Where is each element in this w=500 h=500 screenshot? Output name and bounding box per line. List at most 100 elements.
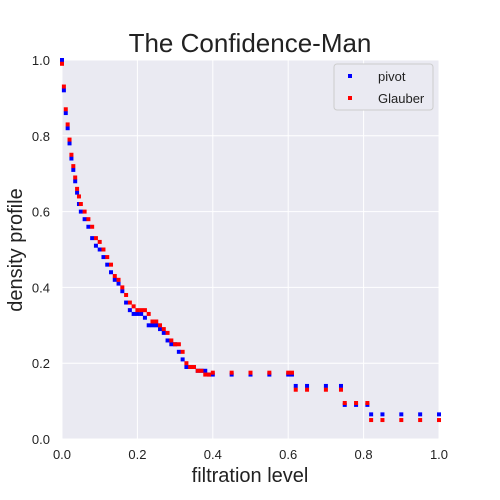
data-point-pivot: [127, 308, 132, 313]
y-tick-label: 0.8: [32, 129, 50, 144]
legend-label-pivot: pivot: [378, 69, 406, 84]
data-point-glauber: [116, 277, 121, 282]
data-point-glauber: [150, 319, 155, 324]
data-point-glauber: [69, 152, 74, 157]
data-point-glauber: [173, 342, 178, 347]
data-point-pivot: [146, 323, 151, 328]
data-point-pivot: [124, 300, 129, 305]
data-point-pivot: [437, 412, 441, 417]
data-point-pivot: [69, 156, 74, 161]
chart-title: The Confidence-Man: [129, 28, 372, 58]
data-point-glauber: [82, 209, 87, 214]
data-point-pivot: [305, 383, 310, 388]
data-point-glauber: [65, 122, 70, 127]
data-point-pivot: [139, 311, 144, 316]
data-point-glauber: [60, 61, 64, 66]
data-point-glauber: [67, 137, 72, 142]
data-point-pivot: [65, 126, 70, 131]
data-point-glauber: [418, 418, 423, 423]
y-tick-label: 0.4: [32, 280, 50, 295]
x-tick-label: 0.8: [355, 447, 373, 462]
x-tick-label: 0.4: [204, 447, 222, 462]
data-point-pivot: [176, 349, 181, 354]
data-point-glauber: [109, 262, 114, 267]
data-point-pivot: [109, 270, 114, 275]
data-point-glauber: [323, 387, 328, 392]
data-point-glauber: [207, 372, 212, 377]
data-point-pivot: [323, 383, 328, 388]
legend: pivot Glauber: [333, 63, 434, 111]
data-point-pivot: [158, 327, 163, 332]
data-point-pivot: [380, 412, 385, 417]
data-point-glauber: [97, 239, 102, 244]
data-point-pivot: [82, 217, 87, 222]
tick-labels: 0.0 0.2 0.4 0.6 0.8 1.0 0.0 0.2 0.4 0.6 0.8 1.0: [32, 53, 448, 462]
legend-marker-glauber: [348, 96, 352, 100]
data-point-glauber: [165, 330, 170, 335]
data-point-pivot: [61, 88, 66, 93]
data-point-glauber: [229, 370, 234, 375]
data-point-pivot: [338, 383, 343, 388]
data-point-glauber: [203, 372, 208, 377]
x-tick-label: 1.0: [430, 447, 448, 462]
data-point-glauber: [286, 370, 291, 375]
data-point-glauber: [305, 387, 310, 392]
data-point-glauber: [180, 349, 185, 354]
data-point-glauber: [188, 364, 193, 369]
data-point-glauber: [399, 418, 404, 423]
data-point-pivot: [154, 323, 159, 328]
data-point-pivot: [86, 224, 91, 229]
data-point-pivot: [93, 243, 98, 248]
data-point-glauber: [210, 370, 215, 375]
data-point-glauber: [195, 368, 200, 373]
data-point-pivot: [150, 323, 155, 328]
data-point-pivot: [161, 330, 166, 335]
data-point-glauber: [199, 368, 204, 373]
data-point-pivot: [165, 338, 170, 343]
data-point-glauber: [76, 194, 81, 199]
x-tick-label: 0.0: [53, 447, 71, 462]
series-glauber: [60, 61, 441, 423]
data-point-pivot: [184, 364, 189, 369]
data-point-pivot: [101, 255, 106, 260]
data-point-glauber: [63, 107, 68, 112]
data-point-glauber: [71, 164, 76, 169]
data-point-pivot: [116, 281, 121, 286]
data-points: [60, 58, 441, 423]
data-point-pivot: [71, 167, 76, 172]
data-point-pivot: [131, 311, 136, 316]
data-point-pivot: [135, 311, 140, 316]
data-point-glauber: [61, 84, 66, 89]
data-point-glauber: [338, 387, 343, 392]
data-point-glauber: [101, 247, 106, 252]
data-point-glauber: [354, 400, 359, 405]
legend-box: [333, 63, 434, 111]
data-point-glauber: [380, 418, 385, 423]
data-point-pivot: [120, 289, 125, 294]
data-point-pivot: [418, 412, 423, 417]
data-point-glauber: [293, 387, 298, 392]
data-point-glauber: [161, 327, 166, 332]
data-point-glauber: [86, 217, 91, 222]
data-point-glauber: [169, 338, 174, 343]
data-point-pivot: [293, 383, 298, 388]
data-point-glauber: [267, 370, 272, 375]
plot-area: [62, 60, 439, 439]
y-tick-label: 0.0: [32, 432, 50, 447]
data-point-glauber: [154, 319, 159, 324]
data-point-glauber: [135, 308, 140, 313]
y-tick-label: 0.6: [32, 205, 50, 220]
data-point-glauber: [369, 418, 374, 423]
data-point-glauber: [191, 364, 196, 369]
data-point-glauber: [139, 308, 144, 313]
data-point-pivot: [67, 141, 72, 146]
data-point-glauber: [146, 311, 151, 316]
data-point-pivot: [75, 190, 80, 195]
y-tick-label: 0.2: [32, 356, 50, 371]
data-point-pivot: [73, 179, 78, 184]
data-point-pivot: [180, 357, 185, 362]
data-point-glauber: [248, 370, 253, 375]
data-point-pivot: [63, 111, 68, 116]
data-point-glauber: [365, 400, 370, 405]
